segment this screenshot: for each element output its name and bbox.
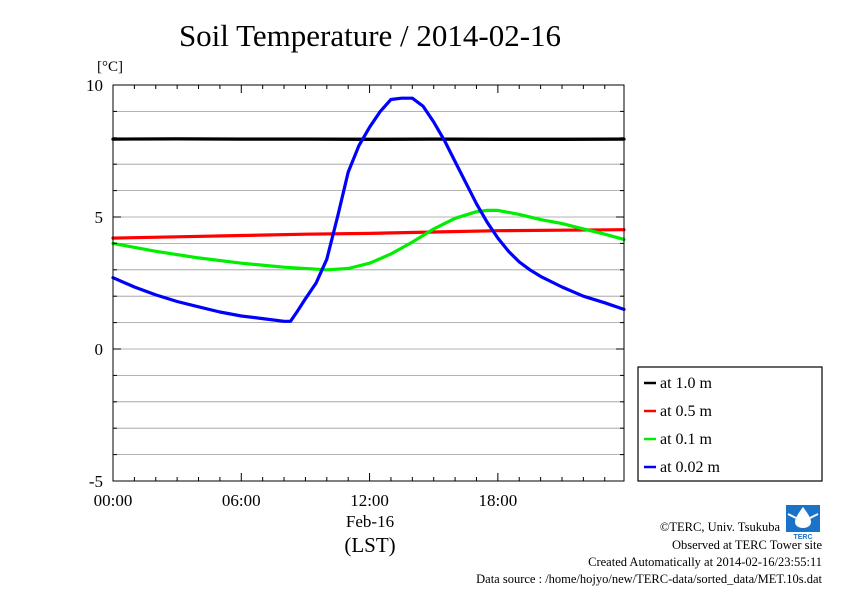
x-tick-label: 18:00 bbox=[478, 491, 517, 510]
chart-title: Soil Temperature / 2014-02-16 bbox=[179, 18, 561, 53]
data-source-text: Data source : /home/hojyo/new/TERC-data/… bbox=[476, 572, 822, 586]
x-tick-label: 12:00 bbox=[350, 491, 389, 510]
y-tick-label: -5 bbox=[89, 472, 103, 491]
y-tick-label: 5 bbox=[95, 208, 104, 227]
logo-wave-shape bbox=[787, 513, 819, 519]
terc-logo-icon: TERC bbox=[786, 505, 820, 541]
series-lines bbox=[111, 96, 626, 323]
series-line bbox=[111, 208, 626, 272]
grid-lines bbox=[113, 111, 624, 456]
y-tick-label: 0 bbox=[95, 340, 104, 359]
x-tick-label: 00:00 bbox=[94, 491, 133, 510]
legend-label: at 0.1 m bbox=[660, 431, 713, 448]
legend-label: at 0.02 m bbox=[660, 459, 721, 476]
series-line bbox=[111, 96, 626, 323]
x-tick-label: 06:00 bbox=[222, 491, 261, 510]
observed-text: Observed at TERC Tower site bbox=[672, 538, 822, 552]
series-line bbox=[111, 137, 626, 141]
legend-label: at 0.5 m bbox=[660, 403, 713, 420]
credits: ©TERC, Univ. Tsukuba Observed at TERC To… bbox=[476, 520, 822, 586]
legend: at 1.0 m at 0.5 m at 0.1 m at 0.02 m bbox=[637, 366, 823, 482]
series-line bbox=[111, 228, 626, 240]
created-text: Created Automatically at 2014-02-16/23:5… bbox=[588, 555, 822, 569]
x-axis-date-label: Feb-16 bbox=[346, 512, 394, 531]
y-axis-unit: [°C] bbox=[97, 59, 123, 75]
axis-ticks: 10 5 0 -500:00 06:00 12:00 18:00 bbox=[86, 76, 624, 510]
legend-label: at 1.0 m bbox=[660, 375, 713, 392]
logo-drop-shape bbox=[795, 507, 811, 528]
plot-frame bbox=[112, 84, 625, 482]
y-tick-label: 10 bbox=[86, 76, 103, 95]
x-axis-timezone-label: (LST) bbox=[344, 533, 395, 557]
copyright-text: ©TERC, Univ. Tsukuba bbox=[660, 520, 781, 534]
legend-box bbox=[637, 366, 823, 482]
logo-text: TERC bbox=[793, 534, 812, 541]
